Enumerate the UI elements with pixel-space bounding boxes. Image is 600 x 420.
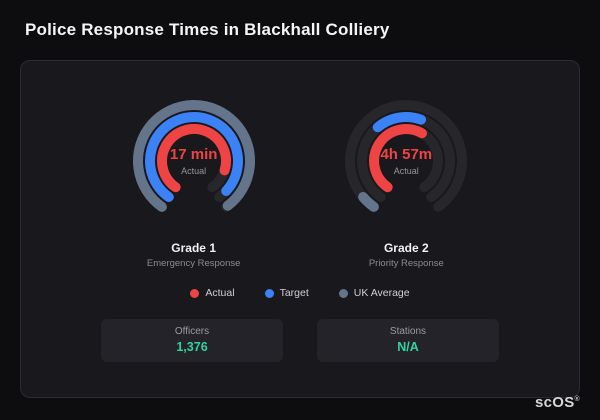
legend-item-target[interactable]: Target xyxy=(264,287,309,299)
gauge-rings-grade-2 xyxy=(345,100,468,212)
chart-legend: Actual Target UK Average xyxy=(21,287,579,299)
gauge-chart-grade-2: 4h 57m Actual xyxy=(336,91,476,231)
gauge-chart-grade-1: 17 min Actual xyxy=(124,91,264,231)
legend-dot-target xyxy=(264,288,274,298)
legend-label-uk-average: UK Average xyxy=(353,287,410,299)
page-title: Police Response Times in Blackhall Colli… xyxy=(25,20,390,39)
scos-logo: scOS® xyxy=(535,394,580,411)
stat-stations-value: N/A xyxy=(397,340,419,354)
registered-mark-icon: ® xyxy=(574,396,580,403)
stat-stations-label: Stations xyxy=(389,326,427,337)
stat-officers-label: Officers xyxy=(174,326,210,337)
gauge-subtitle-grade-1: Emergency Response xyxy=(146,258,241,269)
gauge-title-grade-1: Grade 1 xyxy=(171,241,216,255)
stat-officers: Officers 1,376 xyxy=(101,319,283,362)
scos-logo-text: scOS xyxy=(534,394,575,411)
legend-dot-actual xyxy=(190,288,200,298)
gauge-grade-2: 4h 57m Actual Grade 2 Priority Response xyxy=(336,91,476,269)
stats-row: Officers 1,376 Stations N/A xyxy=(21,319,579,362)
legend-item-uk-average[interactable]: UK Average xyxy=(338,287,410,299)
stat-stations: Stations N/A xyxy=(317,319,499,362)
gauge-title-grade-2: Grade 2 xyxy=(383,241,429,255)
legend-label-target: Target xyxy=(279,287,309,299)
gauge-subtitle-grade-2: Priority Response xyxy=(368,258,444,269)
legend-item-actual[interactable]: Actual xyxy=(190,287,235,299)
gauges-row: 17 min Actual Grade 1 Emergency Response… xyxy=(21,91,579,269)
legend-dot-uk-average xyxy=(338,288,348,298)
legend-label-actual: Actual xyxy=(205,287,235,299)
gauge-grade-1: 17 min Actual Grade 1 Emergency Response xyxy=(124,91,264,269)
chart-card: 17 min Actual Grade 1 Emergency Response… xyxy=(20,60,580,398)
stat-officers-value: 1,376 xyxy=(176,340,208,354)
gauge-rings-grade-1 xyxy=(132,100,255,212)
